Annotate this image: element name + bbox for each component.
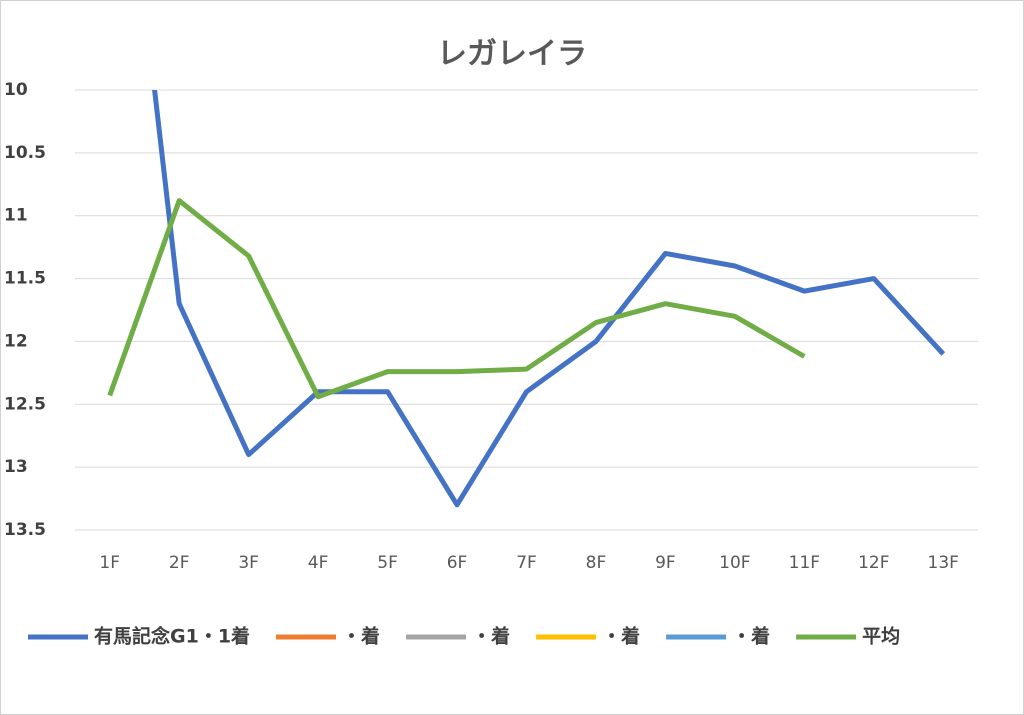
line-series <box>152 90 946 508</box>
chart-title: レガレイラ <box>437 37 587 72</box>
y-tick-label: 13.5 <box>4 520 46 540</box>
y-tick-label: 12.5 <box>4 394 46 414</box>
y-tick-label: 11 <box>4 206 28 226</box>
y-tick-label: 13 <box>4 457 28 477</box>
legend-label: ・着 <box>342 625 380 648</box>
legend-label: 有馬記念G1・1着 <box>94 625 250 648</box>
x-tick-label: 5F <box>377 553 398 573</box>
x-tick-label: 4F <box>308 553 329 573</box>
legend-label: ・着 <box>472 625 510 648</box>
x-tick-label: 7F <box>516 553 537 573</box>
x-tick-label: 3F <box>238 553 259 573</box>
x-tick-label: 1F <box>99 553 120 573</box>
legend-label: ・着 <box>732 625 770 648</box>
x-tick-label: 9F <box>655 553 676 573</box>
y-tick-label: 10 <box>4 80 28 100</box>
x-tick-label: 11F <box>789 553 820 573</box>
x-tick-label: 10F <box>719 553 750 573</box>
legend-label: 平均 <box>862 625 900 648</box>
x-tick-label: 6F <box>447 553 468 573</box>
legend-label: ・着 <box>602 625 640 648</box>
y-tick-label: 10.5 <box>4 143 46 163</box>
line-series <box>107 198 806 400</box>
x-tick-label: 13F <box>928 553 959 573</box>
y-tick-label: 11.5 <box>4 269 46 289</box>
y-tick-label: 12 <box>4 331 28 351</box>
x-tick-label: 12F <box>858 553 889 573</box>
x-tick-label: 2F <box>169 553 190 573</box>
x-tick-label: 8F <box>586 553 607 573</box>
